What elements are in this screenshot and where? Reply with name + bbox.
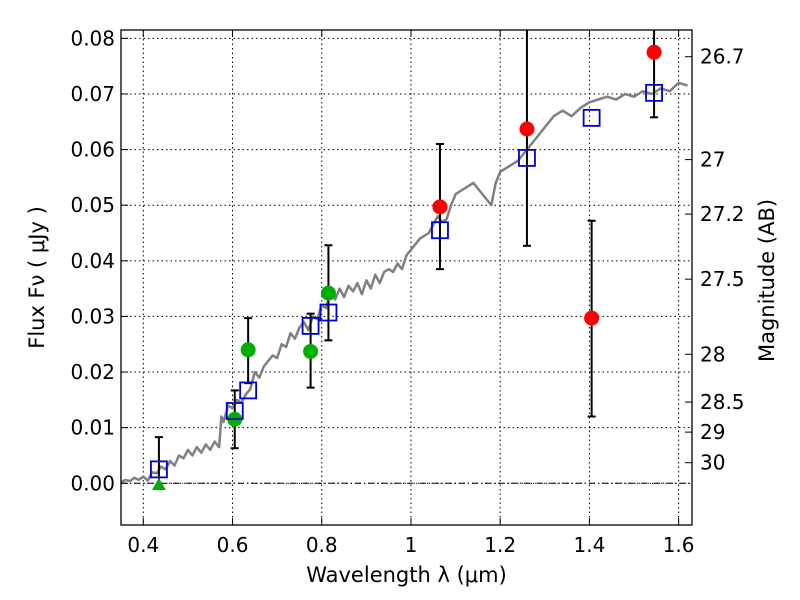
magnitude-tick-label: 26.7 (700, 45, 745, 69)
magnitude-tick-label: 30 (700, 451, 725, 475)
model-spectrum-line (120, 81, 688, 484)
y-tick-label: 0.06 (70, 138, 115, 162)
y-tick-label: 0.08 (70, 26, 115, 50)
y-tick-label: 0.00 (70, 471, 115, 495)
red-data-point (519, 121, 535, 137)
plot-frame (120, 29, 693, 526)
magnitude-tick-label: 28.5 (700, 390, 745, 414)
magnitude-tick-label: 29 (700, 420, 725, 444)
blue-square-marker (645, 83, 663, 102)
spectrum-layer (120, 81, 688, 484)
y-tick-label: 0.03 (70, 304, 115, 328)
y-tick-label: 0.01 (70, 416, 115, 440)
blue-square-marker (239, 381, 258, 400)
tick-layer (121, 30, 692, 525)
tick-labels: 0.4 0.6 0.8 1 1.2 1.4 1.6 0.00 0.01 0.02 0.03 0.04 0… (70, 26, 744, 557)
blue-square-marker (225, 402, 244, 420)
magnitude-tick-label: 27 (700, 148, 725, 172)
blue-square-marker (301, 316, 320, 335)
red-data-point (584, 310, 600, 326)
green-triangle-marker (151, 477, 166, 490)
x-tick-label: 1.2 (484, 533, 516, 557)
blue-square-marker (150, 460, 168, 479)
marker-layer (150, 44, 663, 490)
x-tick-label: 1 (405, 533, 418, 557)
blue-square-marker (319, 303, 338, 322)
magnitude-axis-title: Magnitude (AB) (755, 199, 779, 362)
x-tick-label: 1.4 (573, 533, 605, 557)
x-tick-label: 0.6 (217, 533, 249, 557)
blue-square-marker (518, 149, 536, 167)
y-tick-label: 0.07 (70, 82, 115, 106)
magnitude-tick-label: 27.2 (700, 202, 745, 226)
y-tick-label: 0.05 (70, 193, 115, 217)
magnitude-tick-label: 27.5 (700, 267, 745, 291)
green-data-point (320, 285, 336, 301)
x-tick-label: 0.8 (306, 533, 338, 557)
x-tick-label: 1.6 (663, 533, 695, 557)
red-data-point (432, 199, 448, 215)
blue-square-marker (431, 221, 449, 240)
x-tick-label: 0.4 (127, 533, 159, 557)
magnitude-tick-label: 28 (700, 342, 725, 366)
green-data-point (303, 343, 319, 359)
red-data-point (646, 44, 662, 60)
grid-layer (121, 30, 692, 525)
x-axis-title: Wavelength λ (μm) (306, 563, 507, 587)
y-tick-label: 0.02 (70, 360, 115, 384)
green-data-point (240, 342, 256, 358)
blue-square-marker (582, 108, 601, 127)
y-axis-title: Flux Fν ( μJy ) (25, 206, 49, 349)
y-tick-label: 0.04 (70, 249, 115, 273)
